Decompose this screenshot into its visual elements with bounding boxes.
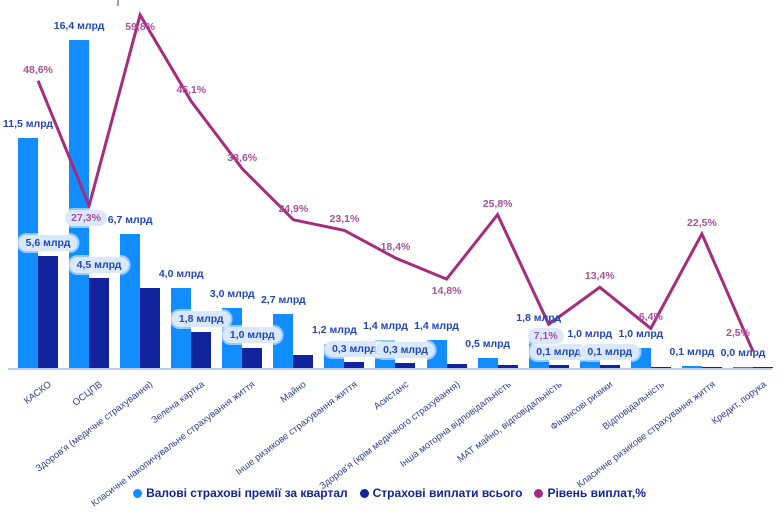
- x-axis-label: Кредит, порука: [709, 379, 769, 428]
- premium-value-label: 1,2 млрд: [312, 324, 357, 336]
- payout-ratio-label: 27,3%: [65, 209, 107, 226]
- payout-ratio-label: 2,5%: [726, 327, 750, 340]
- premium-value-label: 4,0 млрд: [158, 268, 204, 280]
- x-axis-label: КАСКО: [21, 379, 54, 407]
- x-axis-label: Майно: [278, 379, 309, 406]
- legend-dot-total-payouts: [359, 488, 369, 498]
- payout-ratio-label: 48,6%: [23, 63, 53, 76]
- payout-value-label: 0,1 млрд: [529, 344, 589, 361]
- premium-value-label: 1,4 млрд: [363, 320, 408, 332]
- payout-ratio-label: 6,4%: [638, 311, 663, 324]
- bar-gross-premium[interactable]: [681, 366, 702, 368]
- payout-value-label: 0,3 млрд: [376, 341, 435, 358]
- bar-total-payouts[interactable]: [446, 363, 467, 368]
- bar-total-payouts[interactable]: [650, 366, 671, 368]
- premium-value-label: 1,8 млрд: [516, 312, 562, 324]
- payout-ratio-label: 33,6%: [227, 151, 258, 164]
- legend-item-payout-ratio[interactable]: Рівень виплат,%: [534, 486, 646, 500]
- payout-value-label: 0,1 млрд: [580, 344, 640, 361]
- bar-total-payouts[interactable]: [344, 362, 365, 368]
- x-axis-label: МАТ майно, відповідальність: [455, 379, 565, 465]
- payout-value-label: 4,5 млрд: [69, 257, 129, 273]
- legend-label-gross-premiums: Валові страхові премії за квартал: [146, 486, 348, 500]
- payout-ratio-label: 25,8%: [482, 197, 513, 210]
- premium-value-label: 0,1 млрд: [669, 346, 715, 358]
- x-axis-line: [8, 368, 772, 370]
- legend-label-payout-ratio: Рівень виплат,%: [547, 486, 646, 500]
- legend-dot-payout-ratio: [534, 488, 544, 498]
- bar-gross-premium[interactable]: [120, 234, 141, 368]
- bar-total-payouts[interactable]: [140, 288, 161, 368]
- premium-value-label: 0,0 млрд: [720, 346, 766, 359]
- payout-ratio-label: 7,1%: [527, 328, 564, 345]
- bar-total-payouts[interactable]: [395, 362, 416, 368]
- bar-total-payouts[interactable]: [242, 348, 263, 368]
- bar-total-payouts[interactable]: [38, 256, 58, 368]
- payout-ratio-label: 18,4%: [380, 240, 411, 253]
- bar-gross-premium[interactable]: [18, 138, 38, 368]
- screenshot-artifact-tick: [117, 0, 119, 6]
- premium-value-label: 1,0 млрд: [618, 328, 664, 340]
- bar-total-payouts[interactable]: [497, 365, 518, 368]
- bar-gross-premium[interactable]: [69, 40, 90, 368]
- premium-value-label: 16,4 млрд: [53, 20, 105, 32]
- premium-value-label: 3,0 млрд: [209, 288, 255, 300]
- premium-value-label: 11,5 млрд: [2, 118, 54, 130]
- bar-total-payouts[interactable]: [752, 367, 773, 368]
- bar-gross-premium[interactable]: [477, 358, 498, 368]
- payout-ratio-label: 59,8%: [125, 20, 156, 33]
- payout-value-label: 0,3 млрд: [325, 341, 384, 358]
- bar-total-payouts[interactable]: [701, 367, 722, 368]
- payout-ratio-label: 45,1%: [176, 84, 207, 97]
- bar-total-payouts[interactable]: [191, 332, 212, 368]
- legend-item-total-payouts[interactable]: Страхові виплати всього: [359, 486, 523, 500]
- premium-value-label: 6,7 млрд: [107, 214, 153, 226]
- premium-value-label: 2,7 млрд: [260, 294, 306, 306]
- bar-total-payouts[interactable]: [548, 365, 569, 368]
- payout-value-label: 1,0 млрд: [222, 327, 282, 343]
- legend-label-total-payouts: Страхові виплати всього: [372, 486, 523, 500]
- premium-value-label: 0,5 млрд: [465, 338, 511, 350]
- premium-value-label: 1,0 млрд: [567, 328, 613, 340]
- payout-ratio-label: 14,8%: [431, 285, 462, 298]
- payout-ratio-label: 22,5%: [687, 216, 717, 229]
- x-axis-label: Асистанс: [371, 379, 411, 413]
- legend-dot-gross-premiums: [133, 488, 143, 498]
- payout-ratio-label: 13,4%: [584, 270, 615, 283]
- x-axis-label: ОСЦПВ: [70, 379, 105, 409]
- bar-total-payouts[interactable]: [293, 354, 314, 368]
- bar-total-payouts[interactable]: [599, 365, 620, 368]
- legend: Валові страхові премії за квартал Страхо…: [0, 486, 779, 500]
- payout-ratio-label: 23,1%: [329, 213, 360, 226]
- payout-value-label: 1,8 млрд: [171, 311, 231, 327]
- premium-value-label: 1,4 млрд: [414, 320, 459, 332]
- payout-ratio-label: 24,9%: [278, 202, 309, 215]
- bar-gross-premium[interactable]: [732, 366, 753, 368]
- legend-item-gross-premiums[interactable]: Валові страхові премії за квартал: [133, 486, 348, 500]
- bar-total-payouts[interactable]: [89, 278, 110, 368]
- payout-value-label: 5,6 млрд: [18, 235, 78, 251]
